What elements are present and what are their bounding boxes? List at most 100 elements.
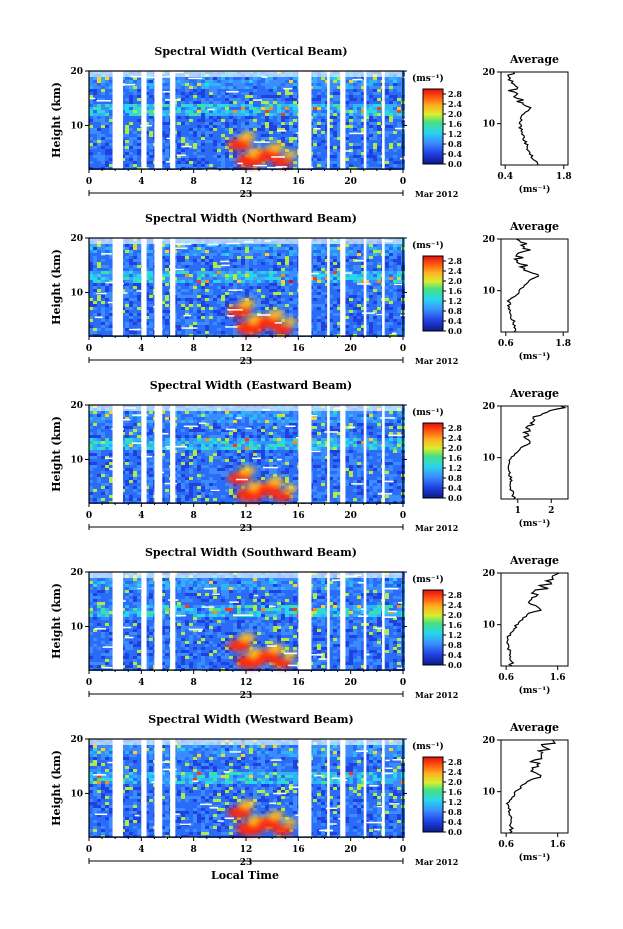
heatmap-cell	[209, 104, 213, 107]
heatmap-cell	[205, 107, 209, 110]
heatmap-cell	[137, 80, 141, 83]
missing-streak	[401, 76, 418, 79]
heatmap-cell	[289, 137, 293, 140]
heatmap-cell	[377, 158, 381, 161]
heatmap-cell	[89, 262, 93, 265]
heatmap-cell	[241, 286, 245, 289]
heatmap-cell	[245, 262, 249, 265]
heatmap-cell	[321, 104, 325, 107]
heatmap-cell	[237, 250, 241, 253]
heatmap-cell	[105, 146, 109, 149]
heatmap-cell	[353, 122, 357, 125]
heatmap-cell	[233, 253, 237, 256]
heatmap-cell	[369, 292, 373, 295]
heatmap-cell	[189, 310, 193, 313]
heatmap-cell	[365, 113, 369, 116]
heatmap-cell	[365, 298, 369, 301]
heatmap-cell	[333, 268, 337, 271]
heatmap-cell	[241, 319, 245, 322]
heatmap-cell	[257, 304, 261, 307]
heatmap-cell	[273, 292, 277, 295]
heatmap-cell	[333, 253, 337, 256]
heatmap-cell	[373, 313, 377, 316]
heatmap-cell	[233, 247, 237, 250]
heatmap-cell	[385, 110, 389, 113]
heatmap-cell	[161, 253, 165, 256]
heatmap-cell	[345, 83, 349, 86]
heatmap-cell	[229, 161, 233, 164]
heatmap-cell	[97, 256, 101, 259]
heatmap-cell	[337, 158, 341, 161]
heatmap-cell	[393, 98, 397, 101]
heatmap-cell	[293, 247, 297, 250]
panel-1: Spectral Width (Northward Beam)1020Heigh…	[50, 212, 571, 367]
heatmap-cell	[197, 280, 201, 283]
heatmap-cell	[93, 280, 97, 283]
heatmap-cell	[389, 122, 393, 125]
heatmap-cell	[225, 268, 229, 271]
heatmap-cell	[145, 244, 149, 247]
heatmap-cell	[329, 101, 333, 104]
heatmap-cell	[369, 268, 373, 271]
heatmap-cell	[385, 247, 389, 250]
heatmap-cell	[257, 295, 261, 298]
heatmap-cell	[213, 304, 217, 307]
heatmap-cell	[193, 271, 197, 274]
heatmap-cell	[253, 137, 257, 140]
heatmap-cell	[353, 247, 357, 250]
heatmap-cell	[361, 77, 365, 80]
heatmap-cell	[293, 262, 297, 265]
heatmap-cell	[125, 286, 129, 289]
heatmap-cell	[325, 128, 329, 131]
heatmap-cell	[105, 119, 109, 122]
heatmap-cell	[317, 310, 321, 313]
heatmap-cell	[333, 244, 337, 247]
heatmap-cell	[161, 244, 165, 247]
heatmap-cell	[353, 107, 357, 110]
heatmap-cell	[89, 283, 93, 286]
heatmap-cell	[333, 256, 337, 259]
heatmap-cell	[217, 164, 221, 167]
heatmap-cell	[149, 244, 153, 247]
heatmap-cell	[93, 86, 97, 89]
heatmap-cell	[261, 86, 265, 89]
heatmap-cell	[161, 304, 165, 307]
heatmap-cell	[389, 244, 393, 247]
heatmap-cell	[313, 83, 317, 86]
heatmap-cell	[357, 80, 361, 83]
heatmap-cell	[133, 265, 137, 268]
heatmap-cell	[205, 137, 209, 140]
heatmap-cell	[217, 268, 221, 271]
heatmap-cell	[185, 92, 189, 95]
heatmap-cell	[353, 298, 357, 301]
heatmap-cell	[249, 262, 253, 265]
heatmap-cell	[209, 143, 213, 146]
heatmap-cell	[365, 262, 369, 265]
heatmap-cell	[337, 98, 341, 101]
heatmap-cell	[257, 107, 261, 110]
heatmap-cell	[337, 137, 341, 140]
heatmap-cell	[197, 310, 201, 313]
heatmap-cell	[149, 316, 153, 319]
heatmap-cell	[273, 289, 277, 292]
heatmap-cell	[281, 98, 285, 101]
heatmap-cell	[205, 268, 209, 271]
heatmap-cell	[325, 80, 329, 83]
avg-x-label: (ms⁻¹)	[519, 184, 551, 195]
y-tick-label: 20	[70, 67, 83, 77]
heatmap-cell	[285, 116, 289, 119]
missing-streak	[181, 145, 192, 148]
heatmap-cell	[221, 122, 225, 125]
heatmap-cell	[265, 83, 269, 86]
heatmap-cell	[201, 298, 205, 301]
heatmap-cell	[289, 307, 293, 310]
heatmap-cell	[313, 77, 317, 80]
heatmap-cell	[181, 107, 185, 110]
heatmap-cell	[93, 259, 97, 262]
heatmap-cell	[189, 304, 193, 307]
heatmap-cell	[193, 113, 197, 116]
heatmap-cell	[277, 140, 281, 143]
colorbar-tick-label: 2.0	[448, 109, 462, 119]
heatmap-cell	[321, 125, 325, 128]
heatmap-cell	[329, 128, 333, 131]
